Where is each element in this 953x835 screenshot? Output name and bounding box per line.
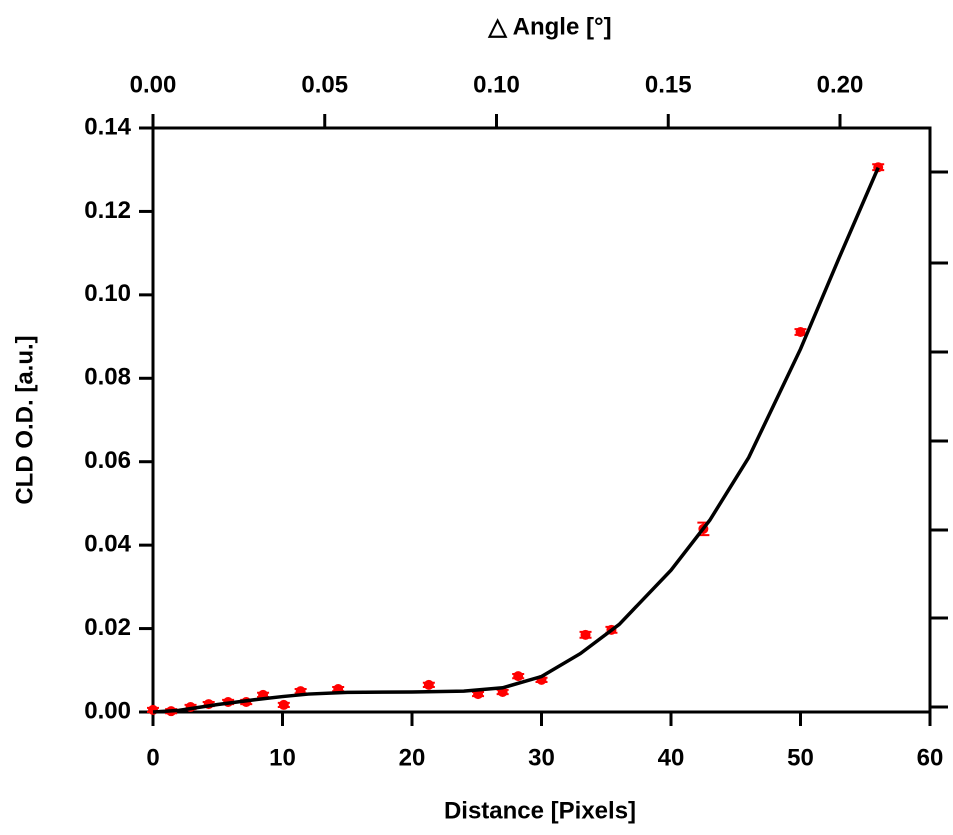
top-tick-label: 0.00 — [130, 71, 177, 98]
top-tick-label: 0.15 — [645, 71, 692, 98]
x-tick-label: 10 — [269, 744, 296, 771]
fit-line — [152, 166, 880, 714]
y-tick-label: 0.08 — [84, 364, 131, 391]
y-tick-label: 0.02 — [84, 614, 131, 641]
y-tick-label: 0.10 — [84, 280, 131, 307]
data-point — [278, 699, 289, 710]
y-tick-label: 0.04 — [84, 530, 131, 557]
top-tick-label: 0.05 — [301, 71, 348, 98]
plot-frame — [151, 126, 932, 714]
x-axis-title: Distance [Pixels] — [444, 797, 636, 824]
x-tick-label: 50 — [787, 744, 814, 771]
top-axis-title: △ Angle [°] — [487, 13, 611, 40]
x-tick-label: 60 — [917, 744, 944, 771]
right-axis-ticks — [930, 170, 948, 709]
y-tick-label: 0.06 — [84, 447, 131, 474]
y-tick-label: 0.14 — [84, 113, 131, 140]
x-tick-label: 20 — [399, 744, 426, 771]
y-tick-label: 0.12 — [84, 197, 131, 224]
x-tick-label: 40 — [658, 744, 685, 771]
x-tick-label: 0 — [146, 744, 159, 771]
data-point — [423, 679, 434, 690]
top-tick-label: 0.20 — [817, 71, 864, 98]
top-tick-label: 0.10 — [473, 71, 520, 98]
y-tick-label: 0.00 — [84, 697, 131, 724]
data-point — [513, 671, 524, 682]
x-tick-label: 30 — [528, 744, 555, 771]
data-point — [580, 629, 591, 640]
y-axis-title: CLD O.D. [a.u.] — [11, 335, 38, 504]
data-point — [795, 326, 806, 337]
